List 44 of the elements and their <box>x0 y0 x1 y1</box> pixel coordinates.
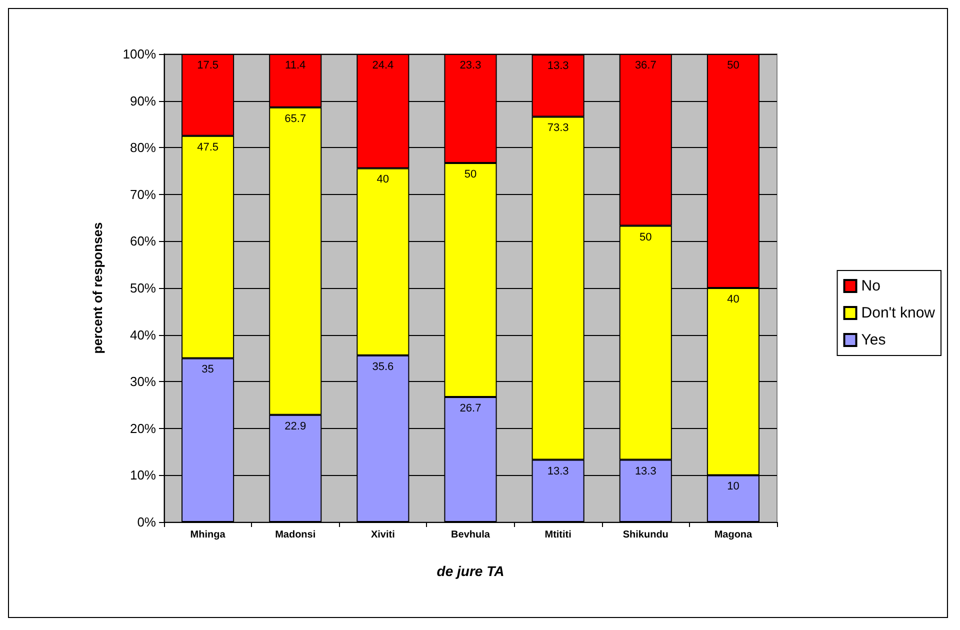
y-tick-label: 0% <box>137 514 156 530</box>
data-label: 50 <box>464 168 477 181</box>
data-label: 11.4 <box>285 60 306 72</box>
data-label: 23.3 <box>460 60 482 72</box>
x-tick-label: Mhinga <box>190 530 226 540</box>
data-label: 26.7 <box>460 402 482 415</box>
data-label: 35 <box>202 364 214 376</box>
data-label: 47.5 <box>197 141 218 154</box>
x-tick-label: Madonsi <box>275 530 316 540</box>
data-label: 50 <box>727 60 740 72</box>
data-label: 13.3 <box>634 465 656 478</box>
y-tick-label: 100% <box>122 46 156 62</box>
y-tick-label: 50% <box>130 280 156 296</box>
legend-label: No <box>861 278 880 294</box>
x-tick-label: Magona <box>714 530 753 540</box>
data-label: 40 <box>376 174 390 186</box>
data-label: 13.3 <box>547 465 569 478</box>
x-tick-label: Mtititi <box>544 530 572 540</box>
data-label: 40 <box>727 294 740 306</box>
data-label: 35.6 <box>372 360 394 373</box>
data-label: 65.7 <box>284 112 306 125</box>
y-tick-label: 40% <box>130 327 156 342</box>
y-tick-label: 30% <box>130 374 156 390</box>
y-axis-title: percent of responses <box>90 222 105 354</box>
y-tick-label: 60% <box>130 234 156 249</box>
x-tick-label: Bevhula <box>451 530 490 540</box>
x-axis-title: de jure TA <box>436 563 504 579</box>
data-label: 22.9 <box>284 420 306 432</box>
y-tick-label: 20% <box>130 420 156 436</box>
y-tick-label: 70% <box>130 186 156 202</box>
x-tick-label: Xiviti <box>370 530 396 540</box>
data-label: 73.3 <box>547 122 569 134</box>
data-label: 36.7 <box>634 60 656 72</box>
data-label: 24.4 <box>372 60 394 72</box>
y-tick-label: 80% <box>130 140 156 156</box>
data-label: 10 <box>727 480 740 493</box>
data-label: 13.3 <box>547 60 569 72</box>
data-label: 50 <box>640 231 652 244</box>
legend-label: Don't know <box>861 304 936 322</box>
y-tick-label: 10% <box>130 468 156 483</box>
x-tick-label: Shikundu <box>622 530 668 540</box>
legend-label: Yes <box>861 332 886 348</box>
y-tick-label: 90% <box>130 93 156 108</box>
data-label: 17.5 <box>197 60 218 72</box>
